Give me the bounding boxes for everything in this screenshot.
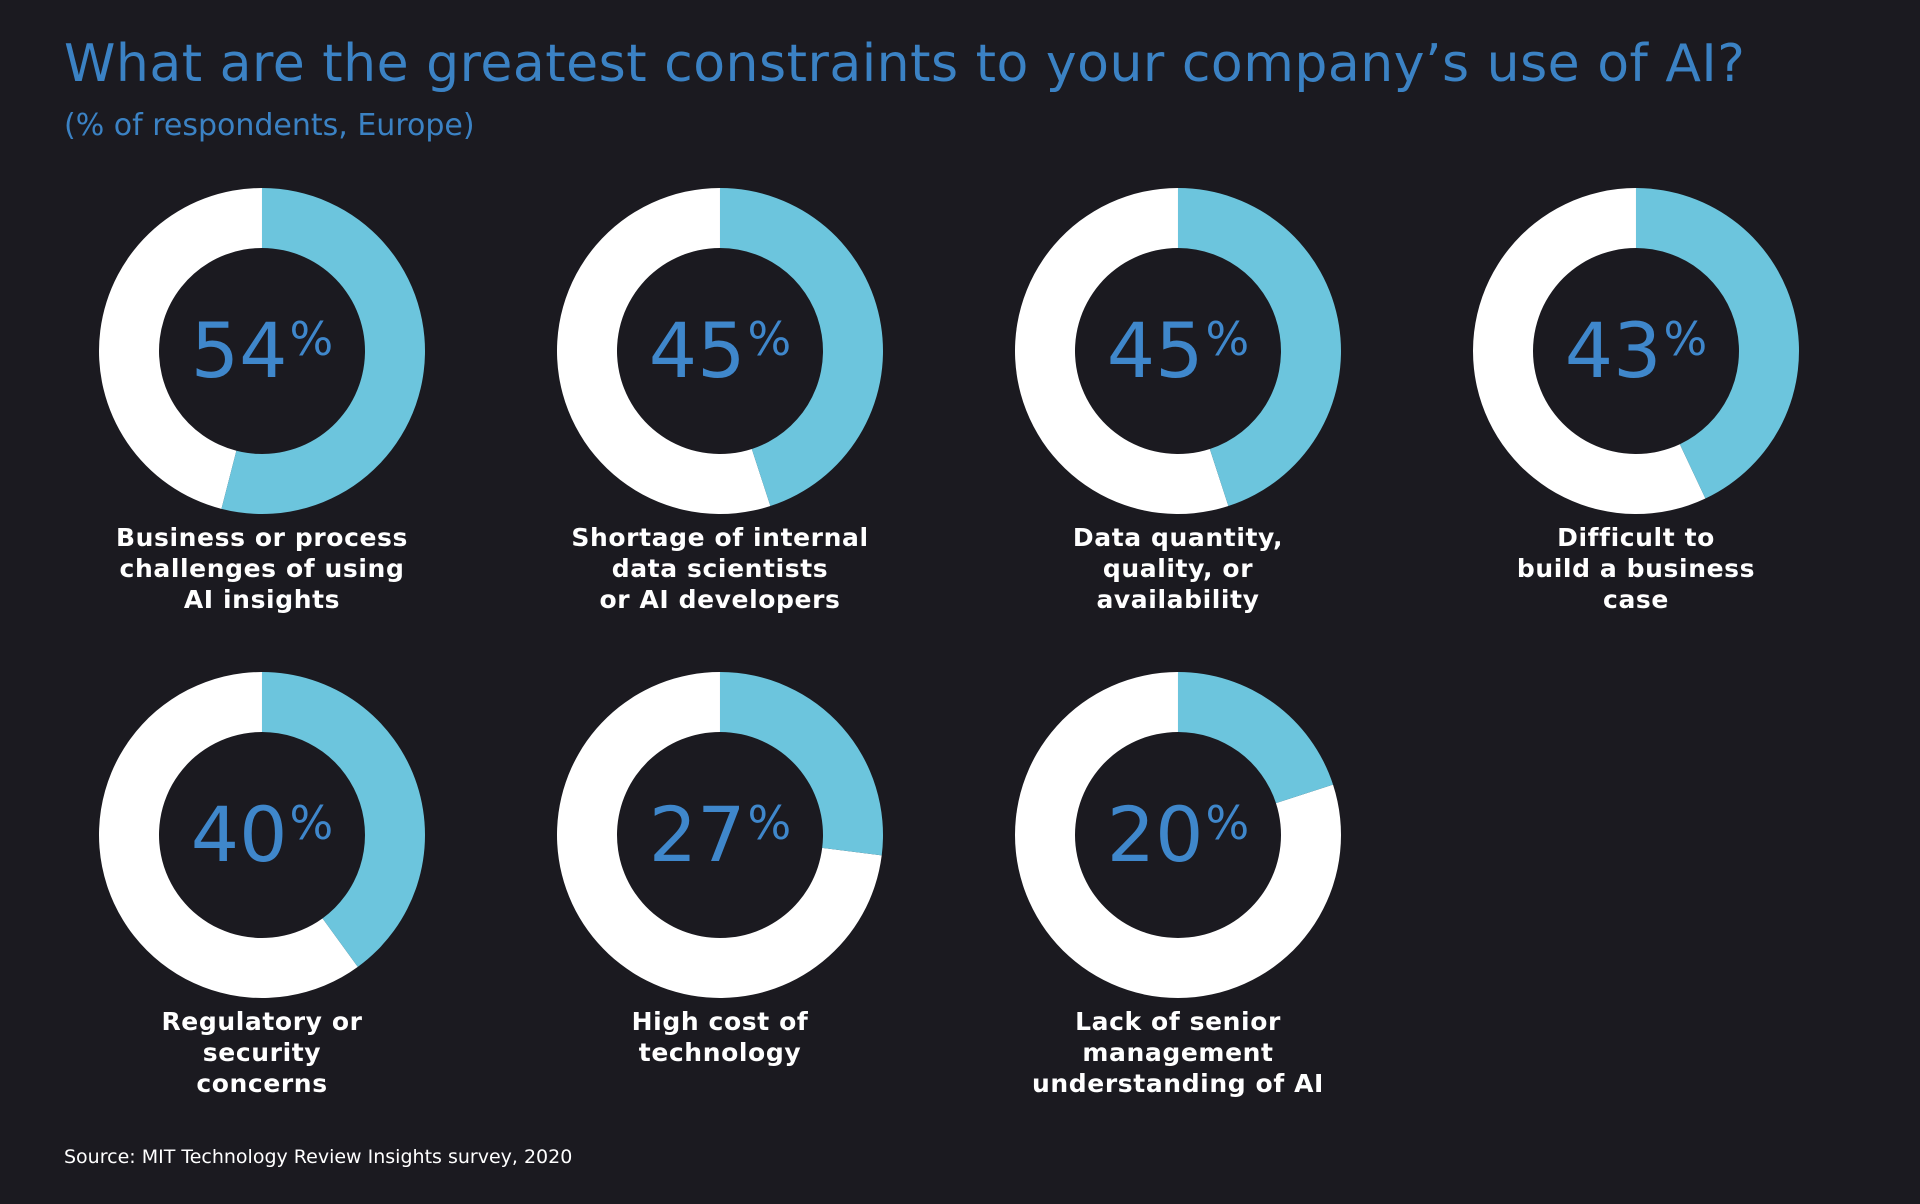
donut-category-label: Business or process challenges of using … (115, 523, 409, 614)
value-number: 27 (649, 790, 746, 879)
donut-card: 40% Regulatory or security concerns (32, 670, 492, 1110)
value-unit: % (290, 312, 334, 366)
donut-category-label: Shortage of internal data scientists or … (571, 523, 869, 614)
donut-card: 43% Difficult to build a business case (1406, 186, 1866, 626)
donut-value-label: 27% (649, 790, 791, 879)
donut-category-label: Lack of senior management understanding … (1032, 1007, 1324, 1098)
donut-card: 45% Shortage of internal data scientists … (490, 186, 950, 626)
donut-chart: 43% (1473, 188, 1799, 514)
value-unit: % (1664, 312, 1708, 366)
donut-chart: 45% (1014, 188, 1341, 514)
donut-value-slice (1636, 188, 1799, 499)
donut-card: 27% High cost of technology (490, 670, 950, 1110)
value-unit: % (290, 796, 334, 850)
value-number: 40 (191, 790, 288, 879)
donut-value-label: 45% (649, 306, 791, 395)
donut-value-slice (720, 188, 883, 507)
donut-category-label: Regulatory or security concerns (161, 1007, 363, 1098)
donut-chart: 45% (556, 188, 883, 514)
value-unit: % (748, 312, 792, 366)
value-number: 54 (191, 306, 288, 395)
donut-remainder-slice (1473, 188, 1706, 514)
donut-chart: 20% (1015, 672, 1341, 998)
donut-remainder-slice (99, 188, 262, 509)
donut-value-slice (221, 188, 426, 514)
donut-value-slice (720, 672, 883, 856)
donut-chart: 40% (98, 672, 425, 998)
donut-remainder-slice (556, 672, 882, 998)
donut-card: 45% Data quantity, quality, or availabili… (948, 186, 1408, 626)
donut-category-label: Data quantity, quality, or availability (1072, 523, 1284, 614)
donut-value-slice (1178, 672, 1334, 804)
donut-category-label: High cost of technology (631, 1007, 809, 1067)
donut-value-label: 40% (191, 790, 333, 879)
donut-category-label: Difficult to build a business case (1516, 523, 1756, 614)
donut-chart: 54% (99, 188, 426, 514)
donut-value-label: 54% (191, 306, 333, 395)
donut-value-label: 20% (1107, 790, 1249, 879)
value-number: 20 (1107, 790, 1204, 879)
donut-remainder-slice (556, 188, 771, 514)
value-unit: % (1206, 796, 1250, 850)
donut-value-label: 45% (1107, 306, 1249, 395)
chart-title: What are the greatest constraints to you… (64, 34, 1746, 94)
donut-value-slice (1178, 188, 1341, 507)
donut-card: 54% Business or process challenges of usi… (32, 186, 492, 626)
donut-remainder-slice (1014, 188, 1229, 514)
donut-value-label: 43% (1565, 306, 1707, 395)
value-number: 45 (649, 306, 746, 395)
chart-subtitle: (% of respondents, Europe) (64, 108, 475, 143)
donut-card: 20% Lack of senior management understandi… (948, 670, 1408, 1110)
source-note: Source: MIT Technology Review Insights s… (64, 1146, 573, 1168)
value-number: 45 (1107, 306, 1204, 395)
donut-chart: 27% (556, 672, 883, 998)
donut-value-slice (262, 672, 425, 967)
value-number: 43 (1565, 306, 1662, 395)
donut-remainder-slice (1015, 672, 1341, 998)
value-unit: % (748, 796, 792, 850)
donut-remainder-slice (98, 672, 358, 998)
value-unit: % (1206, 312, 1250, 366)
